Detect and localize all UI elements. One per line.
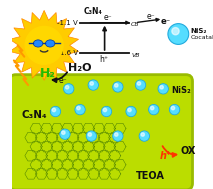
Text: Cocatalyst: Cocatalyst <box>191 35 213 40</box>
Circle shape <box>50 106 61 117</box>
Circle shape <box>25 26 63 64</box>
Circle shape <box>139 131 150 141</box>
Circle shape <box>101 106 112 117</box>
Text: e⁻: e⁻ <box>59 76 67 85</box>
Circle shape <box>171 106 175 110</box>
Text: TEOA: TEOA <box>135 171 164 181</box>
Circle shape <box>135 80 146 90</box>
Text: e⁻: e⁻ <box>147 12 155 21</box>
Circle shape <box>75 104 85 115</box>
Circle shape <box>115 133 118 136</box>
Circle shape <box>63 84 74 94</box>
Circle shape <box>60 129 70 139</box>
Circle shape <box>62 131 65 134</box>
Text: NiS₂: NiS₂ <box>172 86 191 95</box>
Circle shape <box>113 82 123 92</box>
Circle shape <box>86 131 96 141</box>
Text: C₃N₄: C₃N₄ <box>22 110 47 120</box>
Circle shape <box>103 108 107 112</box>
Circle shape <box>168 24 189 44</box>
Circle shape <box>126 106 136 117</box>
Text: -1.1 V: -1.1 V <box>57 20 78 26</box>
Text: H₂: H₂ <box>40 67 56 80</box>
Circle shape <box>88 80 98 90</box>
Circle shape <box>160 86 163 89</box>
Circle shape <box>77 106 80 110</box>
Circle shape <box>113 131 123 141</box>
Text: e⁻: e⁻ <box>104 12 113 22</box>
Circle shape <box>90 82 94 85</box>
Circle shape <box>137 82 141 85</box>
Text: CB: CB <box>131 22 140 27</box>
Polygon shape <box>10 10 79 80</box>
Text: C₃N₄: C₃N₄ <box>84 7 103 16</box>
Circle shape <box>141 133 144 136</box>
Text: +1.6 V: +1.6 V <box>54 50 78 56</box>
FancyBboxPatch shape <box>9 75 193 189</box>
Ellipse shape <box>33 40 43 47</box>
Circle shape <box>172 28 179 35</box>
Ellipse shape <box>45 40 55 47</box>
Circle shape <box>115 84 118 87</box>
Circle shape <box>148 104 159 115</box>
Text: h⁺: h⁺ <box>99 55 108 64</box>
Circle shape <box>52 108 56 112</box>
Circle shape <box>169 104 180 115</box>
Text: NiS₂: NiS₂ <box>191 28 207 34</box>
Text: H₂O: H₂O <box>68 63 92 73</box>
Circle shape <box>65 86 69 89</box>
Text: e⁻: e⁻ <box>161 17 171 26</box>
Text: VB: VB <box>131 53 140 58</box>
Text: h⁺: h⁺ <box>160 151 172 161</box>
Circle shape <box>128 108 131 112</box>
Circle shape <box>150 106 154 110</box>
Text: OX: OX <box>180 146 196 156</box>
Circle shape <box>158 84 168 94</box>
Circle shape <box>88 133 92 136</box>
